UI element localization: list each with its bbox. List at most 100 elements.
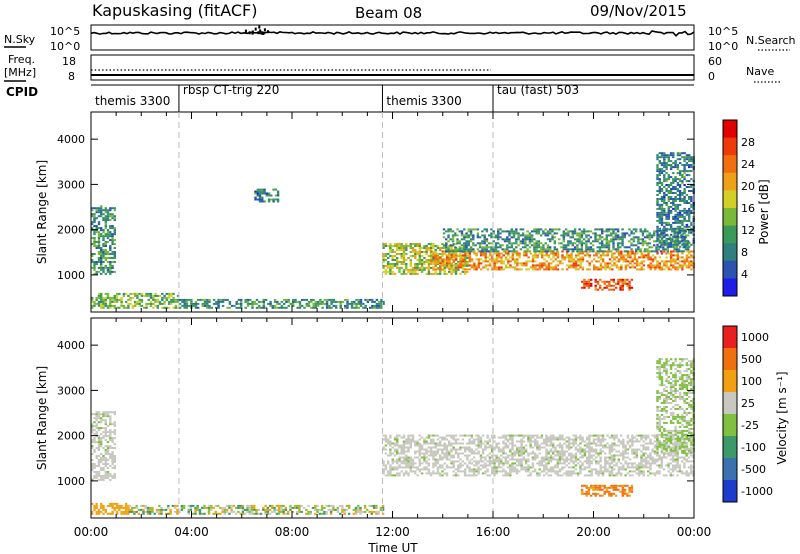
echo-cell [454,448,458,451]
echo-cell [556,268,560,271]
echo-cell [318,512,321,515]
echo-cell [469,234,473,237]
echo-cell [396,243,399,245]
echo-cell [466,446,469,449]
echo-cell [656,252,659,255]
echo-cell [420,264,424,267]
echo-cell [97,478,101,481]
echo-cell [359,512,362,515]
echo-cell [518,262,521,265]
echo-cell [660,231,664,234]
echo-cell [100,453,103,455]
echo-cell [571,232,574,235]
echo-cell [454,468,458,471]
echo-cell [409,458,412,461]
echo-cell [551,250,554,253]
echo-cell [543,268,546,271]
echo-cell [100,227,103,230]
echo-cell [466,454,469,457]
cpid-segment-label: themis 3300 [95,94,170,108]
echo-cell [614,238,617,241]
echo-cell [683,202,686,204]
echo-cell [432,260,435,263]
echo-cell [407,462,410,465]
echo-cell [172,298,175,301]
echo-cell [672,200,675,202]
echo-cell [556,464,559,467]
echo-cell [434,442,437,445]
echo-cell [669,182,673,184]
echo-cell [102,229,105,232]
echo-cell [647,256,650,259]
echo-cell [616,248,620,251]
echo-cell [536,442,539,445]
echo-cell [590,468,593,471]
echo-cell [565,458,568,461]
echo-cell [158,302,162,305]
echo-cell [106,463,110,465]
echo-cell [375,302,379,305]
echo-cell [567,462,571,465]
echo-cell [409,468,412,471]
echo-cell [475,266,478,269]
echo-cell [687,234,690,237]
echo-cell [389,264,392,267]
echo-cell [257,508,260,511]
echo-cell [484,266,487,269]
echo-cell [389,270,392,273]
echo-cell [522,468,525,471]
echo-cell [106,467,110,469]
echo-cell [253,302,256,305]
echo-cell [104,449,107,451]
echo-cell [571,234,574,237]
echo-cell [104,439,107,442]
echo-cell [565,440,568,443]
echo-cell [663,186,666,188]
echo-cell [452,243,455,245]
echo-cell [531,268,535,271]
echo-cell [660,239,664,242]
echo-cell [423,266,426,269]
echo-cell [534,254,537,257]
echo-cell [402,474,406,477]
echo-cell [493,252,496,255]
echo-cell [669,205,673,208]
echo-cell [592,440,596,443]
echo-cell [545,438,548,441]
echo-cell [624,264,628,267]
echo-cell [576,232,579,235]
echo-cell [448,442,451,445]
echo-cell [97,223,101,226]
echo-cell [667,207,670,210]
echo-cell [393,448,397,451]
echo-cell [289,508,292,511]
echo-cell [513,450,516,453]
echo-cell [598,246,602,249]
echo-cell [510,230,513,233]
echo-cell [109,437,112,440]
echo-cell [102,463,105,465]
echo-cell [113,455,116,457]
echo-cell [511,266,514,269]
echo-cell [594,288,597,291]
echo-cell [111,227,114,230]
echo-cell [445,458,449,461]
echo-cell [586,444,589,447]
echo-cell [512,250,516,253]
echo-cell [106,241,110,243]
echo-cell [464,268,467,271]
echo-cell [271,304,274,307]
echo-cell [529,434,532,437]
echo-cell [332,508,335,511]
echo-cell [273,298,277,301]
echo-cell [528,236,532,239]
echo-cell [393,474,397,477]
echo-cell [136,294,139,297]
echo-cell [461,264,465,267]
echo-cell [363,510,367,513]
echo-cell [147,302,150,305]
power-echo-data [91,152,695,309]
echo-cell [97,270,101,273]
echo-cell [323,510,326,513]
echo-cell [398,434,401,437]
